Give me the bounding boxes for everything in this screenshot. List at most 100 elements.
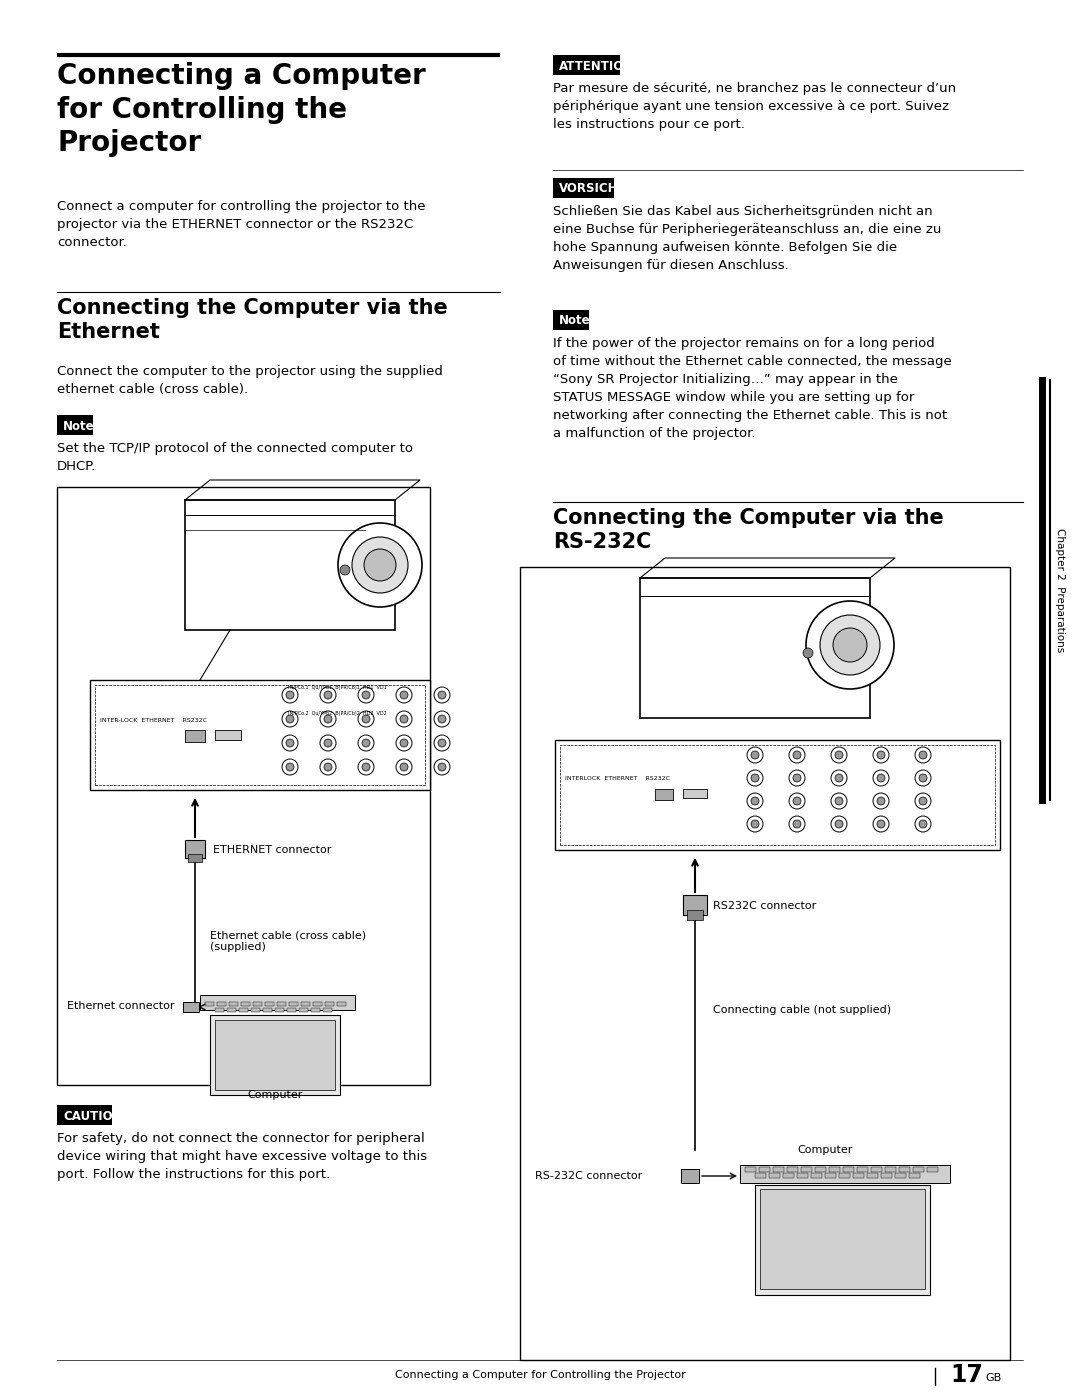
Bar	[215, 1020, 335, 1090]
Circle shape	[434, 711, 450, 726]
Circle shape	[324, 715, 332, 724]
Circle shape	[364, 549, 396, 581]
Circle shape	[789, 793, 805, 809]
Bar	[95, 685, 426, 785]
Circle shape	[835, 774, 843, 782]
Bar	[787, 1166, 798, 1172]
Bar	[264, 1009, 272, 1011]
Bar	[801, 1166, 812, 1172]
Bar	[654, 789, 673, 800]
Bar	[215, 731, 241, 740]
Circle shape	[793, 798, 801, 805]
Circle shape	[789, 747, 805, 763]
Bar	[825, 1173, 836, 1178]
Text: ATTENTION: ATTENTION	[559, 60, 634, 73]
Circle shape	[915, 747, 931, 763]
Circle shape	[357, 687, 374, 703]
Circle shape	[362, 763, 370, 771]
Bar	[870, 1166, 882, 1172]
Circle shape	[919, 752, 927, 759]
Circle shape	[320, 687, 336, 703]
Bar	[927, 1166, 939, 1172]
Bar	[57, 415, 94, 434]
Circle shape	[873, 747, 889, 763]
Circle shape	[338, 522, 422, 608]
Bar	[913, 1166, 924, 1172]
Bar	[265, 1002, 274, 1006]
Text: INTER-LOCK  ETHERNET    RS232C: INTER-LOCK ETHERNET RS232C	[100, 718, 207, 722]
Circle shape	[877, 820, 885, 828]
Circle shape	[357, 735, 374, 752]
Bar	[275, 1009, 284, 1011]
Circle shape	[396, 687, 411, 703]
Circle shape	[793, 774, 801, 782]
Circle shape	[831, 793, 847, 809]
Circle shape	[831, 747, 847, 763]
Circle shape	[357, 759, 374, 775]
Bar	[241, 1002, 249, 1006]
Text: IN/PCo.2  Qu/YPb2  B(PR/Cb)2  HD2  VD2: IN/PCo.2 Qu/YPb2 B(PR/Cb)2 HD2 VD2	[288, 711, 387, 717]
Circle shape	[282, 687, 298, 703]
Circle shape	[873, 793, 889, 809]
Bar	[760, 1189, 924, 1289]
Circle shape	[747, 747, 762, 763]
Circle shape	[877, 752, 885, 759]
Bar	[276, 1002, 286, 1006]
Circle shape	[434, 735, 450, 752]
Circle shape	[789, 770, 805, 787]
Bar	[323, 1009, 332, 1011]
Bar	[188, 854, 202, 862]
Circle shape	[747, 793, 762, 809]
Text: Set the TCP/IP protocol of the connected computer to
DHCP.: Set the TCP/IP protocol of the connected…	[57, 441, 413, 474]
Bar	[217, 1002, 226, 1006]
Circle shape	[919, 820, 927, 828]
Circle shape	[324, 692, 332, 698]
Bar	[287, 1009, 296, 1011]
Circle shape	[362, 739, 370, 747]
Bar	[205, 1002, 214, 1006]
Text: CAUTION: CAUTION	[63, 1109, 123, 1123]
Bar	[185, 500, 395, 630]
Circle shape	[286, 715, 294, 724]
Text: RS232C connector: RS232C connector	[713, 901, 816, 911]
Text: If the power of the projector remains on for a long period
of time without the E: If the power of the projector remains on…	[553, 337, 951, 440]
Bar	[759, 1166, 770, 1172]
Text: Note: Note	[559, 314, 591, 327]
Bar	[561, 745, 995, 845]
Text: IN/PCo.1  Qu/YPb1  B(PR/Cb)1  HD1  VD1: IN/PCo.1 Qu/YPb1 B(PR/Cb)1 HD1 VD1	[288, 685, 387, 690]
Bar	[740, 1165, 950, 1183]
Circle shape	[282, 711, 298, 726]
Bar	[853, 1173, 864, 1178]
Circle shape	[324, 763, 332, 771]
Circle shape	[877, 798, 885, 805]
Circle shape	[400, 739, 408, 747]
Bar	[755, 1173, 766, 1178]
Bar	[183, 1002, 199, 1011]
Circle shape	[320, 735, 336, 752]
Bar	[555, 740, 1000, 849]
Circle shape	[340, 564, 350, 576]
Circle shape	[751, 820, 759, 828]
Text: INTERLOCK  ETHERNET    RS232C: INTERLOCK ETHERNET RS232C	[565, 775, 670, 781]
Circle shape	[396, 759, 411, 775]
Text: Connecting a Computer for Controlling the Projector: Connecting a Computer for Controlling th…	[394, 1370, 686, 1380]
Circle shape	[438, 763, 446, 771]
Circle shape	[751, 774, 759, 782]
Circle shape	[320, 711, 336, 726]
Circle shape	[362, 692, 370, 698]
Text: RS-232C connector: RS-232C connector	[535, 1171, 643, 1180]
Bar	[215, 1009, 224, 1011]
Bar	[553, 177, 613, 197]
Bar	[745, 1166, 756, 1172]
Bar	[299, 1009, 308, 1011]
Bar	[683, 789, 707, 798]
Circle shape	[282, 759, 298, 775]
Circle shape	[820, 615, 880, 675]
Circle shape	[804, 648, 813, 658]
Bar	[200, 995, 355, 1010]
Text: Connecting a Computer
for Controlling the
Projector: Connecting a Computer for Controlling th…	[57, 61, 426, 156]
Circle shape	[282, 735, 298, 752]
Text: Ethernet cable (cross cable)
(supplied): Ethernet cable (cross cable) (supplied)	[210, 930, 366, 953]
Bar	[839, 1173, 850, 1178]
Text: GB: GB	[985, 1373, 1001, 1383]
